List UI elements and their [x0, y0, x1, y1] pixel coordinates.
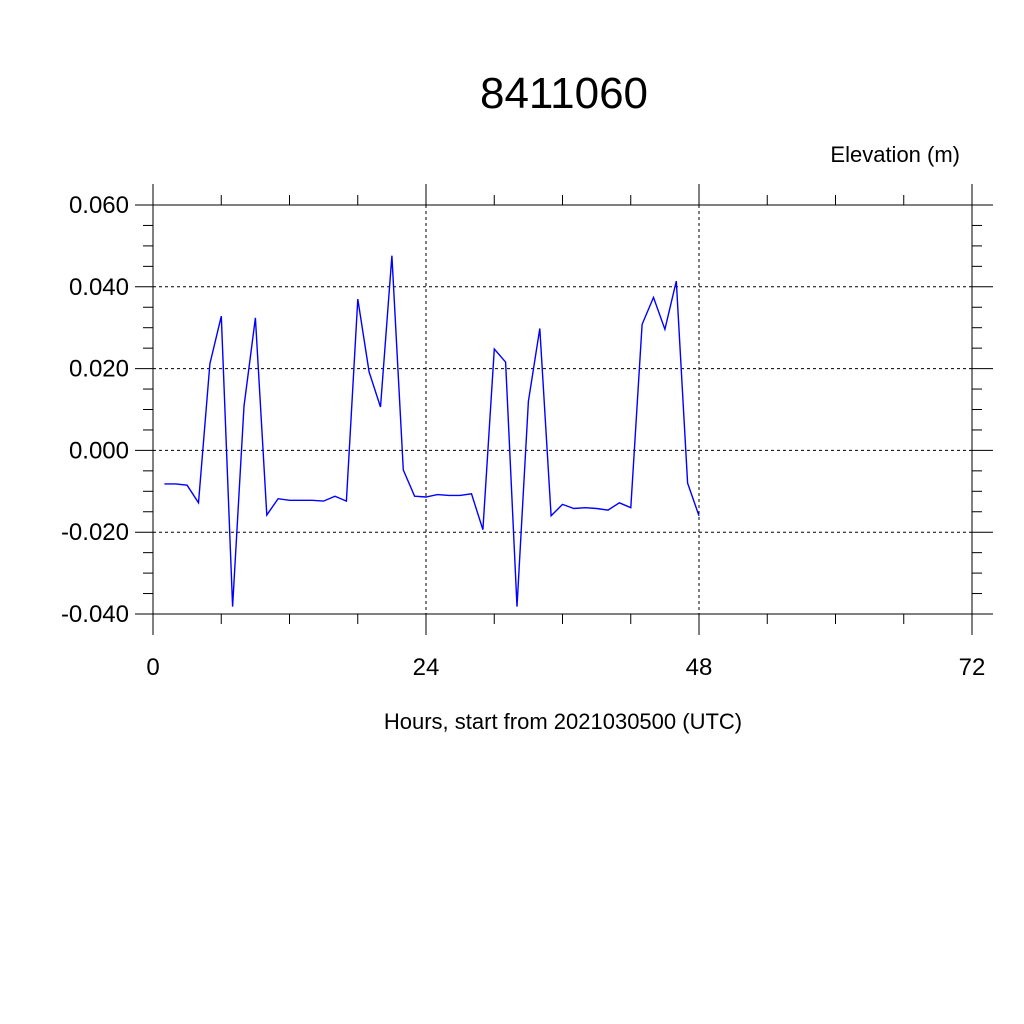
x-tick-label: 24	[413, 654, 440, 681]
series-line	[164, 255, 700, 607]
y-tick-label: 0.040	[69, 274, 129, 301]
y-tick-label: 0.020	[69, 356, 129, 383]
x-tick-label: 72	[959, 654, 986, 681]
chart-title: 8411060	[480, 69, 648, 118]
x-tick-label: 48	[686, 654, 713, 681]
y-tick-label: -0.020	[61, 519, 129, 546]
x-axis-label: Hours, start from 2021030500 (UTC)	[384, 709, 742, 734]
y-tick-label: 0.000	[69, 437, 129, 464]
grid	[152, 204, 973, 615]
series-layer	[164, 255, 700, 607]
tick-labels: -0.040 -0.020 0.000 0.020 0.040 0.060 0 24 48 72	[61, 192, 985, 681]
axis-ticks	[135, 184, 993, 635]
y-axis-label: Elevation (m)	[830, 142, 960, 167]
y-tick-label: 0.060	[69, 192, 129, 219]
plot-frame	[152, 204, 973, 615]
x-tick-label: 0	[146, 654, 159, 681]
y-tick-label: -0.040	[61, 601, 129, 628]
